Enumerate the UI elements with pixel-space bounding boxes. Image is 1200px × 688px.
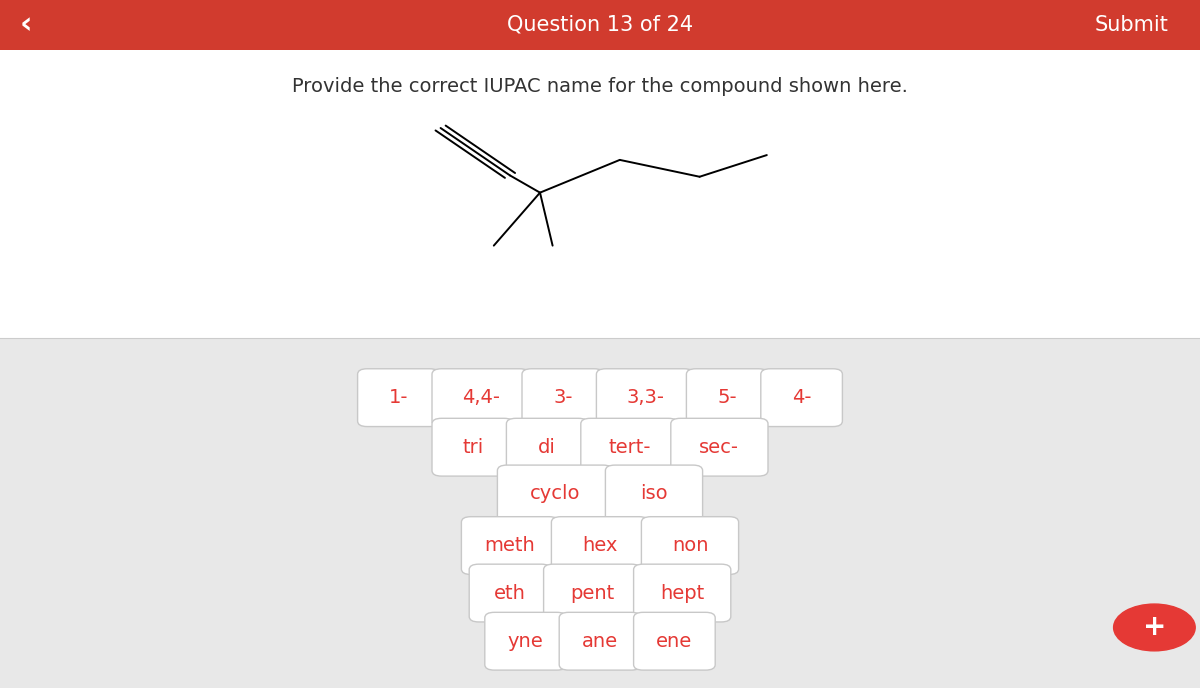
Text: Provide the correct IUPAC name for the compound shown here.: Provide the correct IUPAC name for the c… bbox=[292, 76, 908, 96]
Text: cyclo: cyclo bbox=[529, 484, 581, 504]
Text: meth: meth bbox=[485, 536, 535, 555]
Text: hex: hex bbox=[582, 536, 618, 555]
FancyBboxPatch shape bbox=[432, 418, 514, 476]
Text: 4,4-: 4,4- bbox=[462, 388, 499, 407]
FancyBboxPatch shape bbox=[686, 369, 768, 427]
FancyBboxPatch shape bbox=[581, 418, 678, 476]
Text: hept: hept bbox=[660, 583, 704, 603]
FancyBboxPatch shape bbox=[761, 369, 842, 427]
Text: iso: iso bbox=[640, 484, 668, 504]
Text: 1-: 1- bbox=[389, 388, 408, 407]
FancyBboxPatch shape bbox=[522, 369, 604, 427]
FancyBboxPatch shape bbox=[634, 564, 731, 622]
Text: di: di bbox=[539, 438, 556, 457]
FancyBboxPatch shape bbox=[432, 369, 529, 427]
FancyBboxPatch shape bbox=[498, 465, 612, 523]
FancyBboxPatch shape bbox=[552, 517, 649, 574]
Text: ane: ane bbox=[582, 632, 618, 651]
FancyBboxPatch shape bbox=[0, 0, 1200, 50]
FancyBboxPatch shape bbox=[462, 517, 559, 574]
Text: +: + bbox=[1142, 614, 1166, 641]
FancyBboxPatch shape bbox=[544, 564, 641, 622]
Text: tert-: tert- bbox=[608, 438, 650, 457]
FancyBboxPatch shape bbox=[596, 369, 694, 427]
FancyBboxPatch shape bbox=[671, 418, 768, 476]
Text: eth: eth bbox=[494, 583, 526, 603]
Text: pent: pent bbox=[570, 583, 614, 603]
Text: ‹: ‹ bbox=[20, 10, 32, 39]
FancyBboxPatch shape bbox=[634, 612, 715, 670]
Text: tri: tri bbox=[462, 438, 484, 457]
Text: 3-: 3- bbox=[553, 388, 572, 407]
FancyBboxPatch shape bbox=[469, 564, 551, 622]
Text: ene: ene bbox=[656, 632, 692, 651]
Text: 4-: 4- bbox=[792, 388, 811, 407]
Text: yne: yne bbox=[508, 632, 544, 651]
Text: Submit: Submit bbox=[1094, 14, 1169, 35]
FancyBboxPatch shape bbox=[641, 517, 738, 574]
Text: 3,3-: 3,3- bbox=[626, 388, 664, 407]
Text: sec-: sec- bbox=[700, 438, 739, 457]
FancyBboxPatch shape bbox=[506, 418, 588, 476]
Text: 5-: 5- bbox=[718, 388, 737, 407]
FancyBboxPatch shape bbox=[606, 465, 702, 523]
FancyBboxPatch shape bbox=[485, 612, 566, 670]
FancyBboxPatch shape bbox=[559, 612, 641, 670]
Circle shape bbox=[1114, 604, 1195, 651]
FancyBboxPatch shape bbox=[358, 369, 439, 427]
Text: Question 13 of 24: Question 13 of 24 bbox=[506, 14, 694, 35]
Text: non: non bbox=[672, 536, 708, 555]
FancyBboxPatch shape bbox=[0, 338, 1200, 688]
